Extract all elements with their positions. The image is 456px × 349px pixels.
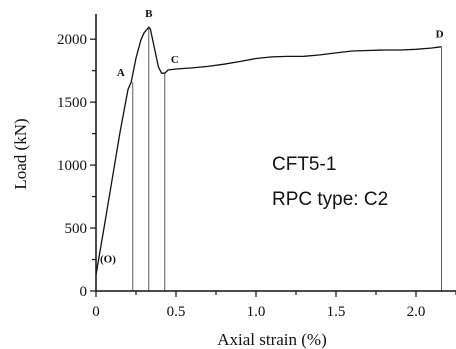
y-tick-label: 0: [80, 284, 88, 300]
x-axis-ticks: 0 0.5 1.0 1.5 2.0: [92, 291, 456, 320]
point-label-a: A: [117, 67, 125, 79]
point-label-c: C: [171, 54, 179, 66]
y-tick-label: 500: [65, 221, 88, 237]
x-tick-label: 0.5: [167, 304, 186, 320]
y-tick-label: 1000: [57, 158, 87, 174]
specimen-annotation: CFT5-1: [272, 154, 336, 175]
y-axis-ticks: 0 500 1000 1500 2000: [57, 32, 96, 300]
y-tick-label: 2000: [57, 32, 87, 48]
point-label-o: (O): [100, 254, 116, 266]
x-tick-label: 2.0: [407, 304, 426, 320]
rpc-type-annotation: RPC type: C2: [272, 189, 388, 210]
load-strain-curve: [95, 26, 442, 275]
point-label-b: B: [145, 8, 153, 20]
key-point-drop-lines: [132, 27, 443, 291]
x-tick-label: 0: [92, 304, 100, 320]
x-tick-label: 1.5: [327, 304, 346, 320]
x-tick-label: 1.0: [247, 304, 266, 320]
y-tick-label: 1500: [57, 95, 87, 111]
y-axis-label: Load (kN): [11, 118, 30, 189]
key-point-labels: (O) A B C D: [100, 8, 444, 265]
x-axis-label: Axial strain (%): [217, 330, 327, 349]
point-label-d: D: [436, 28, 444, 40]
